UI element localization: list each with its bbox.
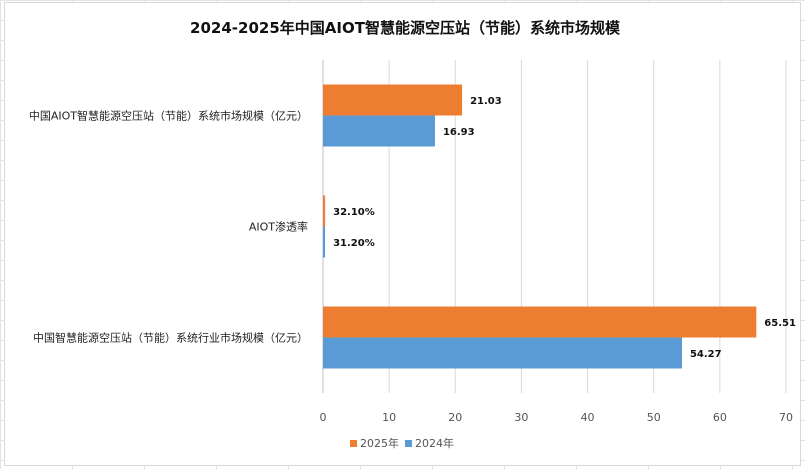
data-label: 31.20% — [333, 238, 375, 249]
legend-label: 2025年 — [360, 436, 399, 450]
bar-2024[interactable] — [323, 115, 435, 147]
data-label: 65.51 — [764, 318, 796, 329]
chart-frame[interactable] — [4, 2, 801, 466]
bar-2024[interactable] — [323, 337, 682, 369]
category-label: 中国AIOT智慧能源空压站（节能）系统市场规模（亿元） — [29, 109, 308, 123]
x-tick-label: 10 — [382, 411, 396, 424]
x-axis-ticks: 0 10 20 30 40 50 60 70 — [320, 411, 794, 424]
data-label: 21.03 — [470, 96, 502, 107]
x-tick-label: 60 — [713, 411, 727, 424]
data-label: 16.93 — [443, 127, 475, 138]
bar-2025[interactable] — [323, 195, 326, 227]
bar-2025[interactable] — [323, 84, 463, 116]
legend: 2025年 2024年 — [350, 436, 454, 450]
legend-swatch — [405, 440, 412, 447]
x-tick-label: 20 — [448, 411, 462, 424]
x-tick-label: 30 — [514, 411, 528, 424]
bar-2025[interactable] — [323, 306, 757, 338]
x-tick-label: 40 — [581, 411, 595, 424]
legend-swatch — [350, 440, 357, 447]
chart-title: 2024-2025年中国AIOT智慧能源空压站（节能）系统市场规模 — [190, 19, 621, 37]
x-tick-label: 70 — [779, 411, 793, 424]
x-tick-label: 50 — [647, 411, 661, 424]
category-labels: 中国AIOT智慧能源空压站（节能）系统市场规模（亿元） AIOT渗透率中国智慧能源… — [29, 109, 308, 345]
category-label: 中国智慧能源空压站（节能）系统行业市场规模（亿元） — [33, 331, 308, 345]
bars: 21.03 16.93 32.10% 31.20% 65.51 54.27 — [323, 84, 796, 369]
data-label: 32.10% — [333, 207, 375, 218]
legend-label: 2024年 — [415, 436, 454, 450]
bar-2024[interactable] — [323, 226, 326, 258]
x-tick-label: 0 — [320, 411, 327, 424]
data-label: 54.27 — [690, 349, 722, 360]
category-label: AIOT渗透率 — [249, 220, 308, 234]
